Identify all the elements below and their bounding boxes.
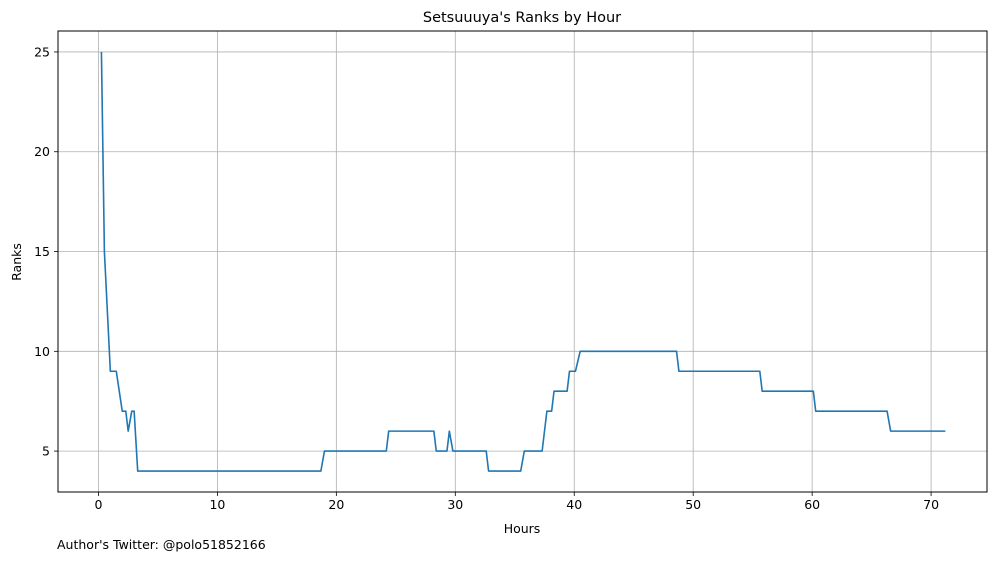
x-tick-label: 30	[447, 497, 463, 512]
y-tick-label: 10	[34, 344, 50, 359]
x-tick-label: 10	[209, 497, 225, 512]
x-tick-label: 40	[566, 497, 582, 512]
plot-frame	[57, 30, 988, 493]
y-tick-label: 15	[34, 244, 50, 259]
author-credit: Author's Twitter: @polo51852166	[57, 537, 266, 552]
x-tick-label: 70	[923, 497, 939, 512]
y-axis-label: Ranks	[9, 243, 24, 281]
x-tick-label: 50	[685, 497, 701, 512]
x-tick-label: 20	[328, 497, 344, 512]
y-tick-label: 5	[42, 444, 50, 459]
chart-title: Setsuuuya's Ranks by Hour	[423, 10, 621, 26]
axis-ticks: 0 10 20 30 40 50 60 70 5 10 15 20 25	[34, 44, 939, 512]
series-layer	[100, 51, 946, 472]
y-tick-label: 25	[34, 44, 50, 59]
x-axis-label: Hours	[504, 521, 541, 536]
x-tick-label: 0	[94, 497, 102, 512]
rank-series-line	[100, 51, 946, 472]
x-tick-label: 60	[804, 497, 820, 512]
y-tick-label: 20	[34, 144, 50, 159]
grid	[58, 31, 987, 492]
